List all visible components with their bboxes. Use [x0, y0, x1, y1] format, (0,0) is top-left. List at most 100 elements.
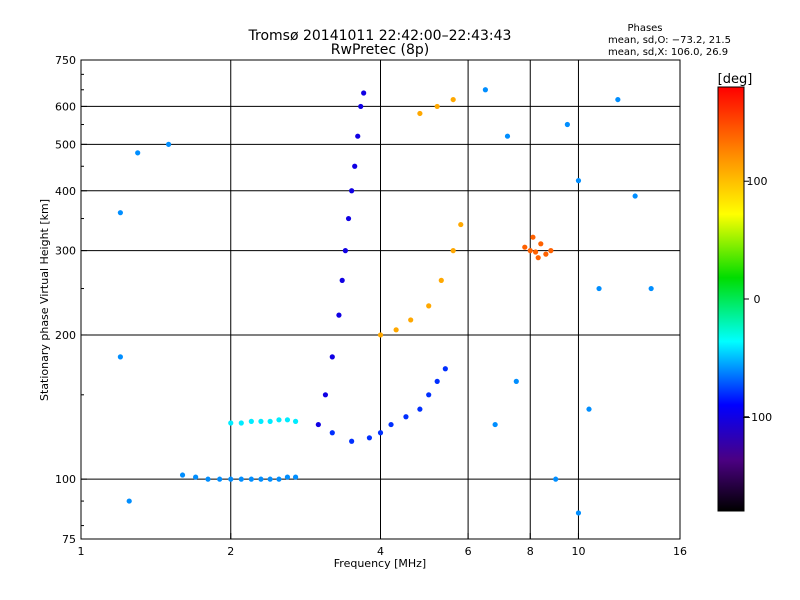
data-point: [527, 248, 533, 254]
data-point: [355, 133, 361, 139]
data-point: [575, 178, 582, 184]
y-tick-label: 400: [55, 185, 76, 198]
data-point: [193, 474, 199, 480]
data-point: [117, 210, 123, 216]
data-point: [339, 277, 345, 283]
annotation-line1: mean, sd,O: −73.2, 21.5: [608, 35, 731, 46]
data-point: [377, 332, 384, 338]
data-point: [438, 277, 444, 283]
data-point: [522, 244, 528, 250]
data-point: [135, 150, 141, 156]
data-point: [434, 378, 440, 384]
y-tick-label: 750: [55, 54, 76, 67]
data-point: [228, 420, 234, 426]
data-point: [228, 476, 234, 482]
colorbar-label: [deg]: [718, 72, 753, 87]
x-tick-label: 2: [227, 545, 234, 558]
colorbar-tick-label: −100: [742, 411, 772, 424]
annotation-line2: mean, sd,X: 106.0, 26.9: [608, 47, 728, 58]
data-point: [426, 303, 432, 309]
data-point: [329, 430, 335, 436]
data-point: [615, 96, 621, 103]
data-point: [575, 510, 582, 516]
data-point: [504, 133, 511, 139]
data-point: [535, 255, 541, 261]
data-point: [417, 406, 423, 412]
data-point: [276, 417, 282, 423]
annotation-heading: Phases: [627, 23, 662, 34]
data-point: [349, 188, 355, 194]
y-axis-label: Stationary phase Virtual Height [km]: [38, 199, 51, 401]
colorbar-tick-label: 100: [747, 175, 768, 188]
data-point: [238, 476, 244, 482]
data-point: [388, 421, 394, 428]
data-point: [217, 476, 223, 482]
data-point: [267, 418, 273, 424]
data-point: [377, 430, 384, 436]
data-point: [632, 193, 638, 199]
data-point: [179, 472, 186, 478]
data-point: [532, 249, 539, 255]
data-point: [258, 476, 264, 482]
data-point: [492, 421, 498, 428]
data-point: [538, 241, 544, 247]
x-tick-label: 6: [465, 545, 472, 558]
colorbar: [717, 86, 745, 512]
data-point: [648, 285, 654, 292]
colorbar-tick-label: 0: [754, 293, 761, 306]
chart-title: Tromsø 20141011 22:42:00–22:43:43: [248, 28, 512, 44]
data-point: [361, 90, 367, 96]
data-point: [322, 392, 329, 398]
y-tick-label: 100: [55, 473, 76, 486]
data-point: [315, 421, 321, 428]
data-point: [358, 103, 364, 110]
data-point: [366, 435, 373, 441]
data-point: [564, 121, 570, 128]
data-point: [248, 418, 254, 424]
data-point: [408, 317, 414, 323]
data-point: [530, 234, 536, 240]
data-point: [393, 327, 399, 333]
data-point: [513, 378, 519, 384]
data-point: [450, 248, 456, 254]
data-point: [238, 420, 244, 426]
x-axis-ticks: 1 2 4 6 8 10 16: [78, 533, 687, 558]
data-point: [345, 215, 352, 222]
data-point: [548, 248, 554, 254]
data-point: [342, 248, 348, 254]
data-point: [276, 476, 282, 482]
data-points: [117, 87, 654, 516]
data-point: [117, 354, 123, 360]
data-point: [442, 366, 448, 372]
y-tick-label: 300: [55, 245, 76, 258]
data-point: [596, 285, 602, 292]
data-point: [417, 110, 423, 117]
x-tick-label: 4: [377, 545, 384, 558]
data-point: [458, 221, 464, 228]
data-point: [292, 474, 299, 480]
data-point: [336, 312, 342, 318]
chart-subtitle: RwPretec (8p): [331, 42, 429, 58]
x-tick-label: 1: [78, 545, 85, 558]
x-axis-label: Frequency [MHz]: [334, 557, 426, 570]
colorbar-ticks: 100 0 −100: [742, 175, 772, 424]
data-point: [126, 498, 132, 504]
y-tick-label: 500: [55, 138, 76, 151]
data-point: [292, 418, 299, 424]
data-point: [267, 476, 273, 482]
y-axis-ticks: 75 100 200 300 400 500 600 750: [55, 54, 87, 546]
data-point: [329, 354, 335, 360]
data-point: [284, 417, 291, 423]
x-tick-label: 8: [527, 545, 534, 558]
data-point: [284, 474, 291, 480]
data-point: [248, 476, 254, 482]
data-point: [434, 103, 440, 110]
data-point: [450, 96, 456, 103]
x-tick-label: 16: [673, 545, 687, 558]
data-point: [482, 87, 488, 93]
data-point: [586, 406, 592, 412]
data-point: [426, 392, 432, 398]
data-point: [205, 476, 211, 482]
data-point: [553, 476, 559, 482]
